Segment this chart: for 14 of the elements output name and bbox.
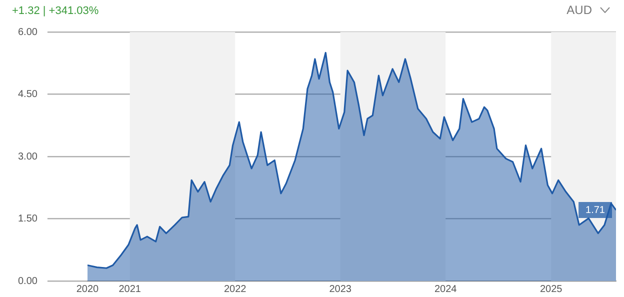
text: AUD	[566, 3, 592, 17]
text: +1.32 | +341.03%	[12, 5, 99, 17]
x-tick-label: 2023	[329, 284, 352, 295]
x-tick-label: 2021	[118, 284, 142, 295]
y-tick-label: 6.00	[18, 26, 38, 38]
x-tick-label: 2022	[224, 284, 247, 295]
annotation: 1.71	[586, 204, 606, 216]
y-tick-label: 0.00	[18, 276, 38, 287]
x-tick-label: 2025	[540, 284, 563, 295]
y-tick-label: 4.50	[18, 89, 38, 100]
y-tick-label: 1.50	[18, 214, 38, 224]
y-tick-label: 3.00	[18, 151, 38, 162]
x-tick-label: 2024	[434, 284, 458, 295]
x-tick-label: 2020	[76, 284, 100, 295]
